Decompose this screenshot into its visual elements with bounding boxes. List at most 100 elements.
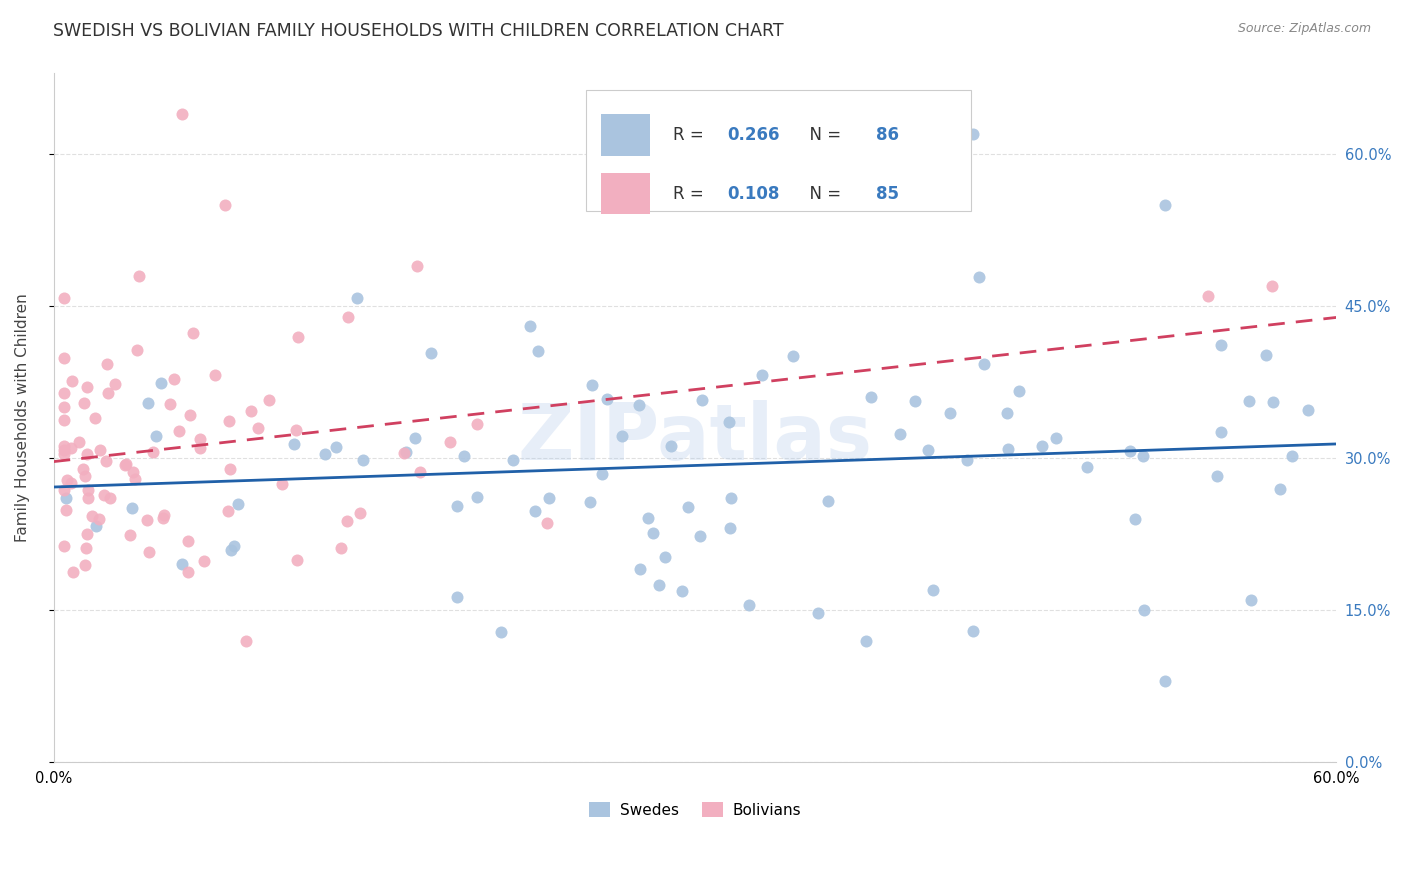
Point — [94, 454, 117, 468]
Text: N =: N = — [799, 126, 846, 144]
Point — [96, 357, 118, 371]
Point — [73, 395, 96, 409]
Point — [1133, 603, 1156, 617]
Point — [1256, 348, 1278, 362]
Point — [654, 550, 676, 565]
Point — [855, 633, 877, 648]
Point — [720, 491, 742, 506]
Point — [751, 368, 773, 383]
Point — [637, 511, 659, 525]
Point — [53, 483, 76, 497]
Point — [1132, 449, 1154, 463]
Point — [59, 475, 82, 490]
Point — [60, 374, 83, 388]
Point — [962, 127, 984, 141]
Point — [55, 503, 77, 517]
Point — [53, 443, 76, 458]
Point — [807, 606, 830, 620]
Point — [219, 462, 242, 476]
Point — [1197, 289, 1219, 303]
Point — [1008, 384, 1031, 399]
Point — [995, 406, 1018, 420]
Point — [406, 259, 429, 273]
Point — [962, 624, 984, 638]
Point — [87, 512, 110, 526]
Point — [536, 516, 558, 530]
Point — [89, 443, 111, 458]
Point — [80, 509, 103, 524]
FancyBboxPatch shape — [586, 90, 970, 211]
Point — [782, 349, 804, 363]
Point — [519, 319, 541, 334]
Point — [489, 625, 512, 640]
Point — [938, 406, 960, 420]
Point — [1211, 337, 1233, 351]
Point — [502, 453, 524, 467]
Point — [1206, 468, 1229, 483]
Point — [446, 499, 468, 513]
Point — [889, 426, 911, 441]
Point — [53, 439, 76, 453]
Point — [76, 527, 98, 541]
Point — [648, 578, 671, 592]
Point — [214, 198, 236, 212]
Point — [228, 497, 250, 511]
Point — [628, 562, 651, 576]
Point — [419, 346, 441, 360]
Point — [1240, 593, 1263, 607]
Point — [718, 521, 741, 535]
Point — [921, 583, 943, 598]
Point — [67, 434, 90, 449]
Point — [163, 372, 186, 386]
Point — [104, 376, 127, 391]
Point — [122, 465, 145, 479]
Point — [124, 472, 146, 486]
Point — [247, 421, 270, 435]
Point — [997, 442, 1019, 456]
Point — [145, 429, 167, 443]
Point — [176, 566, 198, 580]
Point — [904, 393, 927, 408]
Text: R =: R = — [673, 185, 709, 202]
Point — [1237, 393, 1260, 408]
Point — [77, 491, 100, 505]
Point — [439, 434, 461, 449]
Point — [53, 539, 76, 553]
Point — [84, 519, 107, 533]
Point — [917, 442, 939, 457]
Point — [352, 452, 374, 467]
Point — [53, 385, 76, 400]
Point — [72, 462, 94, 476]
Point — [53, 351, 76, 365]
Point — [138, 544, 160, 558]
Point — [738, 598, 761, 612]
Point — [77, 483, 100, 498]
Text: Source: ZipAtlas.com: Source: ZipAtlas.com — [1237, 22, 1371, 36]
Point — [1261, 394, 1284, 409]
Point — [643, 525, 665, 540]
Point — [671, 584, 693, 599]
Point — [527, 343, 550, 358]
Point — [56, 473, 79, 487]
Point — [170, 557, 193, 571]
Point — [97, 386, 120, 401]
Point — [120, 528, 142, 542]
Point — [55, 491, 77, 506]
Y-axis label: Family Households with Children: Family Households with Children — [15, 293, 30, 542]
Point — [1296, 402, 1319, 417]
Point — [628, 398, 651, 412]
Point — [76, 380, 98, 394]
Point — [217, 504, 239, 518]
Point — [150, 376, 173, 391]
Point — [204, 368, 226, 382]
Point — [1119, 444, 1142, 458]
Text: 86: 86 — [876, 126, 898, 144]
Point — [235, 633, 257, 648]
Point — [93, 488, 115, 502]
Point — [465, 417, 488, 431]
Point — [53, 413, 76, 427]
Point — [193, 554, 215, 568]
Point — [1123, 511, 1146, 525]
Point — [75, 469, 97, 483]
Text: N =: N = — [799, 185, 846, 202]
